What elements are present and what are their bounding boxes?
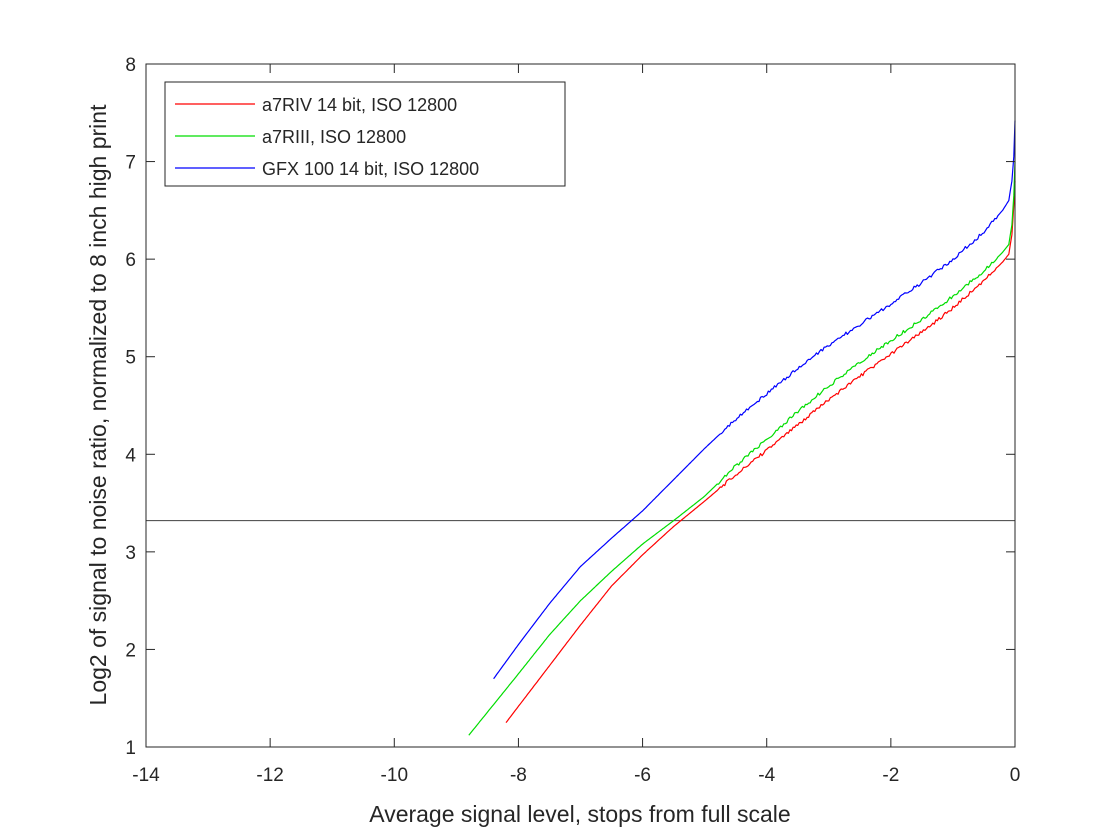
- y-tick-label: 1: [125, 738, 136, 759]
- y-tick-label: 2: [125, 640, 136, 661]
- series-line-2: [468, 161, 1016, 736]
- series-line-1: [505, 181, 1016, 723]
- series-layer: [468, 120, 1016, 736]
- x-axis-label: Average signal level, stops from full sc…: [369, 801, 790, 827]
- legend-label-2: a7RIII, ISO 12800: [262, 127, 406, 147]
- x-tick-label: -12: [256, 765, 283, 786]
- y-tick-label: 8: [125, 55, 136, 76]
- series-line-3: [493, 120, 1016, 680]
- legend-label-3: GFX 100 14 bit, ISO 12800: [262, 159, 479, 179]
- y-tick-label: 7: [125, 153, 136, 174]
- y-axis-label: Log2 of signal to noise ratio, normalize…: [85, 104, 111, 706]
- y-tick-label: 3: [125, 543, 136, 564]
- y-tick-label: 4: [125, 445, 136, 466]
- legend-box: [164, 81, 566, 187]
- plot-frame: [145, 63, 1016, 748]
- y-tick-label: 5: [125, 348, 136, 369]
- y-tick-label: 6: [125, 250, 136, 271]
- x-tick-label: -6: [634, 765, 651, 786]
- x-tick-label: -14: [132, 765, 160, 786]
- x-tick-label: -10: [381, 765, 408, 786]
- legend: a7RIV 14 bit, ISO 12800 a7RIII, ISO 12800…: [164, 81, 566, 187]
- legend-label-1: a7RIV 14 bit, ISO 12800: [262, 95, 457, 115]
- x-tick-label: 0: [1010, 765, 1021, 786]
- x-tick-label: -2: [882, 765, 899, 786]
- x-tick-label: -4: [758, 765, 775, 786]
- tick-layer: -14 -12 -10 -8 -6 -4 -2 0 1 2 3 4 5 6 7 8: [125, 55, 1020, 786]
- x-tick-label: -8: [510, 765, 527, 786]
